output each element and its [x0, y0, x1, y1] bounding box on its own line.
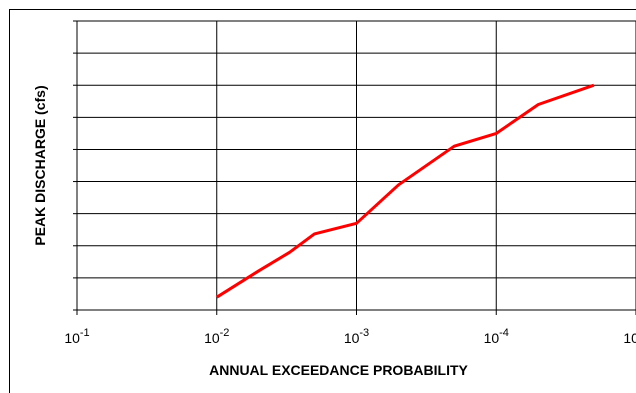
x-tick-label: 10-3	[344, 327, 369, 346]
y-axis-title: PEAK DISCHARGE (cfs)	[32, 85, 48, 245]
series-layer	[216, 83, 595, 299]
x-tick-label: 10-4	[484, 327, 509, 346]
gridlines	[77, 21, 636, 310]
x-tick-label: 10-2	[204, 327, 229, 346]
series-line	[216, 83, 595, 299]
x-axis-title: ANNUAL EXCEEDANCE PROBABILITY	[209, 362, 468, 378]
x-tick-label: 10-5	[623, 327, 636, 346]
x-ticks: 10-1 10-2 10-3 10-4 10-5	[64, 310, 636, 346]
chart-frame	[9, 9, 636, 393]
x-tick-label: 10-1	[64, 327, 89, 346]
y-ticks	[73, 20, 77, 311]
